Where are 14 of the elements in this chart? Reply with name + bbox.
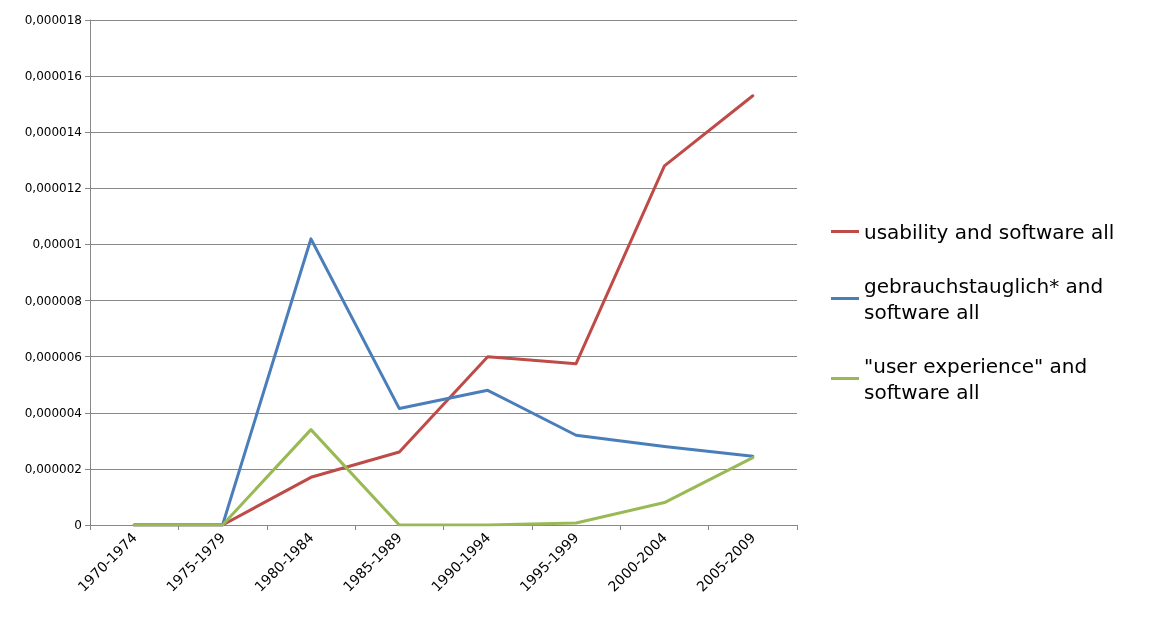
y-tick-label: 0,000008 bbox=[24, 293, 82, 308]
y-tick-label: 0,000004 bbox=[24, 405, 82, 420]
legend-label: usability and software all bbox=[864, 219, 1115, 244]
y-tick-label: 0,000006 bbox=[24, 349, 82, 364]
y-tick-label: 0,000014 bbox=[24, 125, 82, 140]
y-tick-label: 0,000012 bbox=[24, 181, 82, 196]
y-tick-label: 0,000018 bbox=[24, 13, 82, 27]
legend-label: "user experience" and software all bbox=[864, 353, 1094, 404]
y-tick-label: 0,000016 bbox=[24, 69, 82, 84]
y-tick-label: 0,00001 bbox=[32, 237, 82, 252]
y-tick-label: 0,000002 bbox=[24, 461, 82, 476]
legend-label: gebrauchstauglich* and software all bbox=[864, 273, 1110, 324]
y-tick-label: 0 bbox=[74, 518, 82, 532]
line-series bbox=[132, 428, 755, 527]
